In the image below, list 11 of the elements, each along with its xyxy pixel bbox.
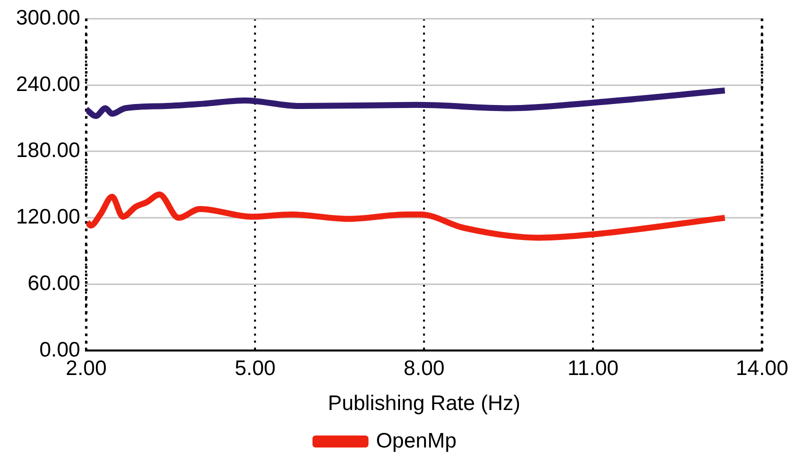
y-tick-label: 60.00 [28,272,80,295]
legend-label: OpenMp [376,429,457,452]
y-tick-label: 300.00 [16,6,80,30]
x-axis-title: Publishing Rate (Hz) [328,392,520,416]
y-tick-label: 120.00 [16,206,80,229]
y-tick-label: 180.00 [16,139,80,162]
x-tick-label: 8.00 [404,356,445,380]
x-tick-label: 14.00 [736,356,788,380]
y-tick-label: 240.00 [16,72,80,96]
x-tick-label: 5.00 [234,356,276,380]
x-tick-label: 11.00 [568,356,619,380]
